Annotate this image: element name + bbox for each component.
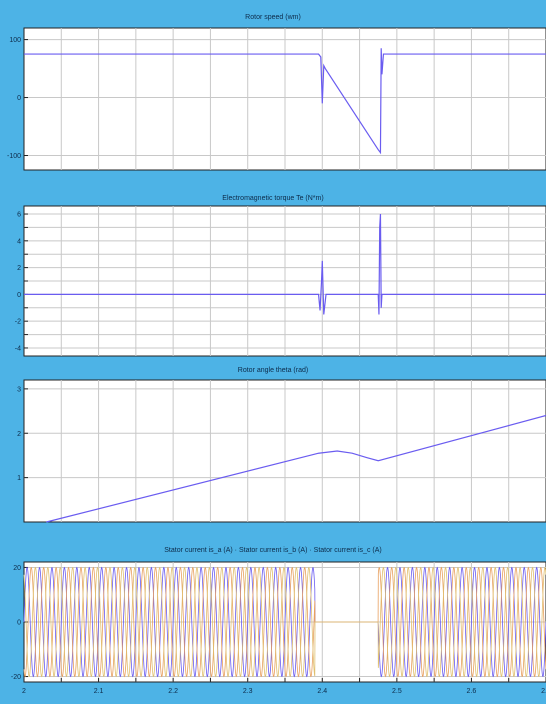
rotor-speed-title: Rotor speed (wm): [245, 14, 301, 21]
y-tick-label: 20: [13, 565, 21, 572]
stator-current-plot: 20 0 -202 2.1 2.2 2.3 2.4 2.5 2.6 2.7: [11, 561, 546, 695]
stator-current-title: Stator current is_a (A) · Stator current…: [164, 547, 382, 554]
y-tick-label: 2: [17, 431, 21, 438]
series-line-0: [24, 214, 546, 315]
y-tick-label: 0: [17, 292, 21, 299]
torque-plot: 6 4 2 0 -2 -4: [15, 205, 546, 357]
y-tick-label: 1: [17, 475, 21, 482]
torque-title: Electromagnetic torque Te (N*m): [222, 195, 324, 202]
y-tick-label: -100: [7, 153, 21, 160]
series-line-0: [24, 48, 546, 155]
series-line-2: [23, 566, 546, 678]
y-tick-label: -20: [11, 674, 21, 681]
rotor-speed-panel: Rotor speed (wm) 100 0 -100: [0, 0, 546, 188]
y-tick-label: 4: [17, 238, 21, 245]
rotor-speed-plot: 100 0 -100: [7, 27, 546, 171]
x-tick-label: 2: [22, 688, 26, 695]
rotor-angle-title: Rotor angle theta (rad): [237, 367, 309, 374]
x-tick-label: 2.5: [392, 688, 402, 695]
x-tick-label: 2.2: [168, 688, 178, 695]
series-line-1: [23, 566, 546, 678]
x-tick-label: 2.6: [467, 688, 477, 695]
rotor-angle-plot: 3 2 1: [17, 379, 546, 523]
torque-panel: Electromagnetic torque Te (N*m) 6 4 2 0 -2 -4: [0, 188, 546, 362]
x-tick-label: 2.4: [317, 688, 327, 695]
series-line-0: [23, 566, 546, 678]
y-tick-label: 0: [17, 95, 21, 102]
y-tick-label: 0: [17, 620, 21, 627]
y-tick-label: 100: [9, 37, 21, 44]
y-tick-label: -4: [15, 345, 21, 352]
y-tick-label: 3: [17, 386, 21, 393]
x-tick-label: 2.1: [94, 688, 104, 695]
y-tick-label: 6: [17, 212, 21, 219]
x-tick-label: 2.3: [243, 688, 253, 695]
rotor-angle-panel: Rotor angle theta (rad) 3 2 1: [0, 362, 546, 542]
series-line-0: [46, 414, 546, 523]
stator-current-panel: Stator current is_a (A) · Stator current…: [0, 542, 546, 704]
x-tick-label: 2.7: [541, 688, 546, 695]
y-tick-label: -2: [15, 319, 21, 326]
y-tick-label: 2: [17, 265, 21, 272]
